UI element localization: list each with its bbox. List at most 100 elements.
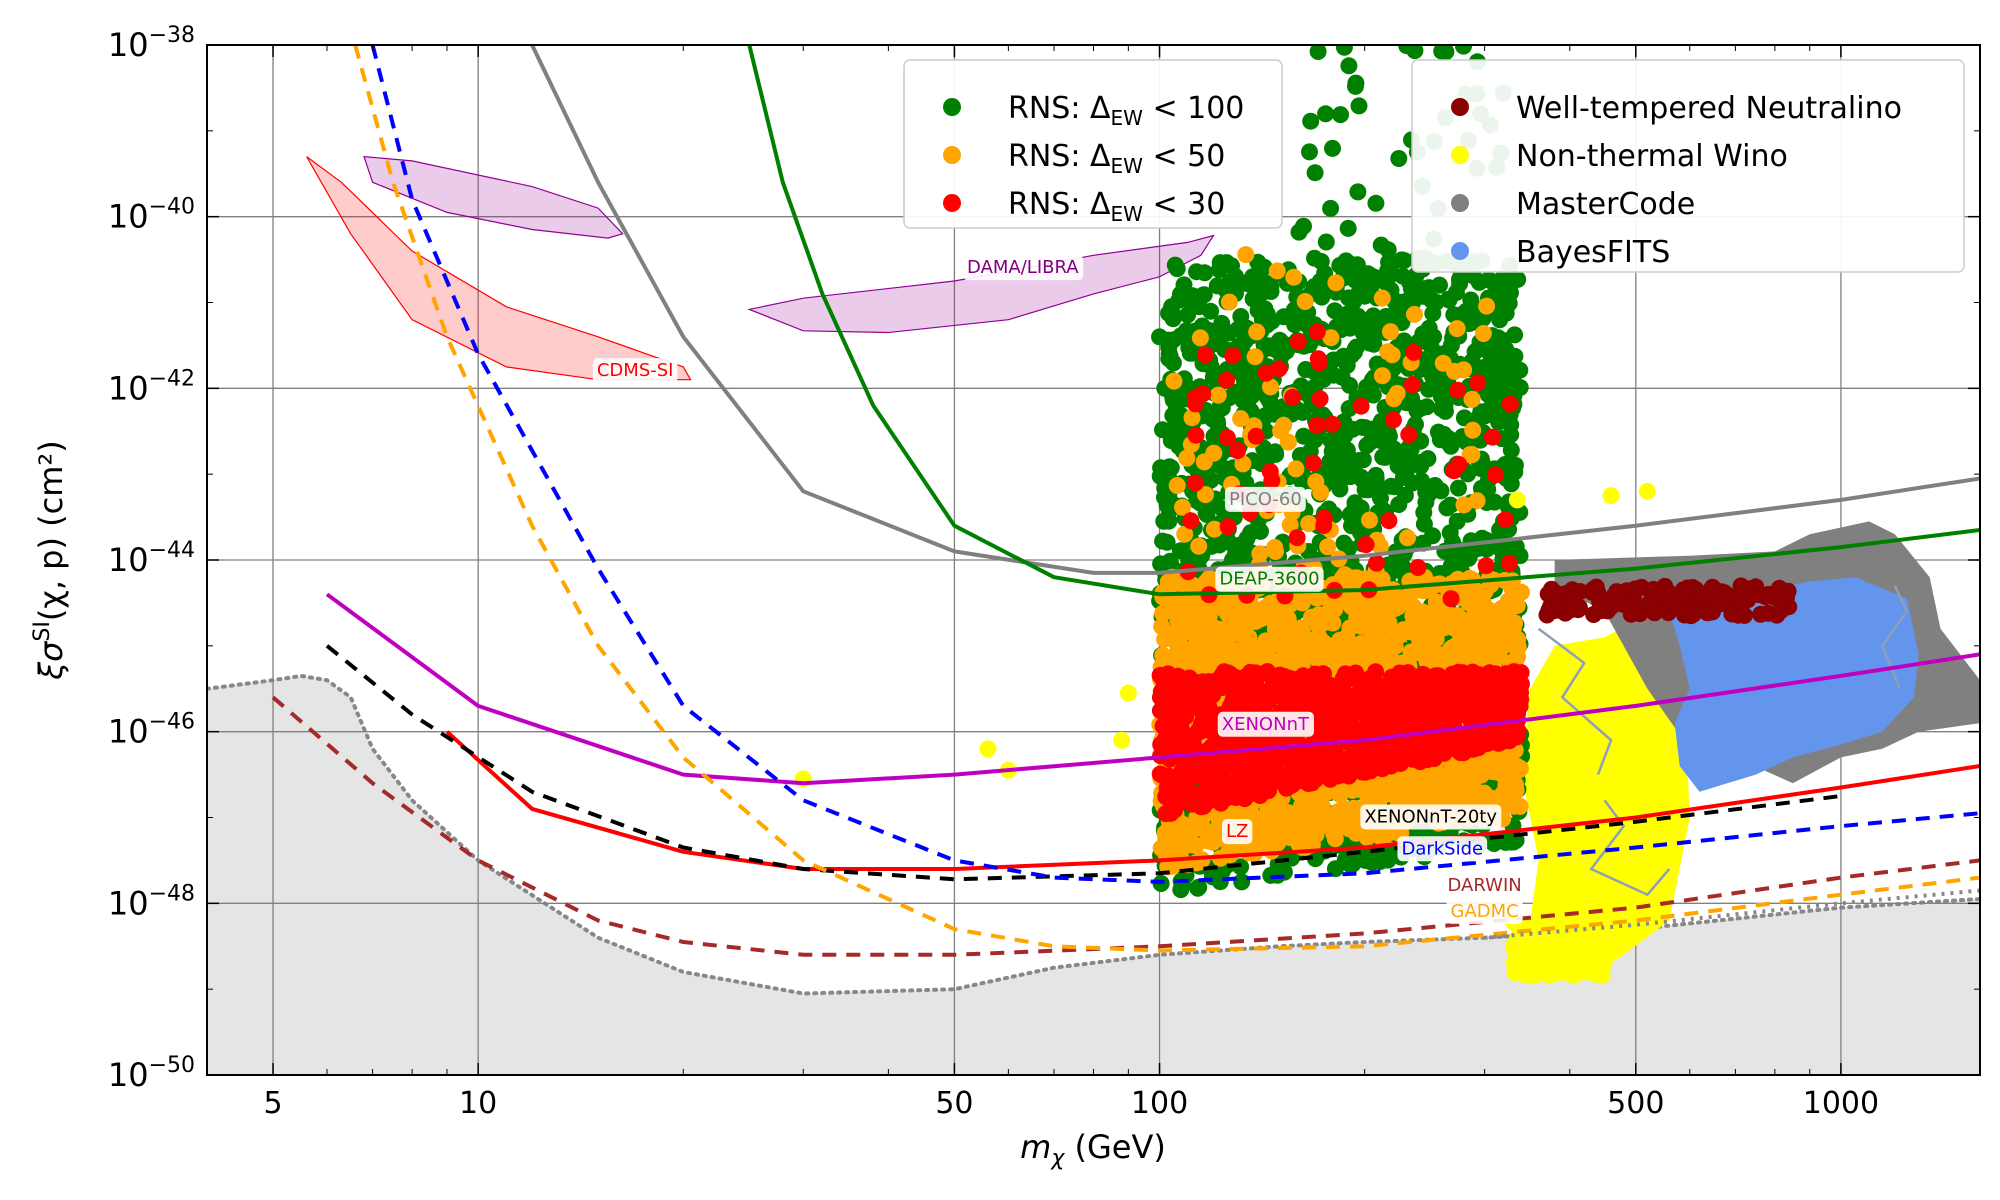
y-tick-label: 10−40 xyxy=(108,195,195,236)
scatter-point xyxy=(1625,582,1643,600)
scatter-point xyxy=(1370,852,1388,870)
scatter-point xyxy=(1558,934,1576,951)
scatter-point xyxy=(1285,268,1303,286)
scatter-point xyxy=(1381,675,1399,693)
scatter-point xyxy=(1186,474,1204,492)
scatter-point xyxy=(1296,293,1314,310)
scatter-point xyxy=(1335,45,1353,56)
scatter-point xyxy=(1542,947,1560,965)
scatter-point xyxy=(1380,512,1398,530)
scatter-point xyxy=(1384,411,1402,429)
scatter-point xyxy=(1374,448,1392,466)
scatter-point xyxy=(1357,536,1375,554)
scatter-point xyxy=(1195,453,1213,471)
scatter-point xyxy=(1412,618,1430,636)
scatter-point xyxy=(1316,634,1333,652)
y-axis-label: ξσSI(χ, p) (cm²) xyxy=(30,440,70,680)
scatter-point xyxy=(1491,540,1509,558)
scatter-point xyxy=(1423,291,1440,309)
scatter-point xyxy=(1399,529,1416,547)
scatter-point xyxy=(1494,279,1512,297)
scatter-point xyxy=(1409,559,1427,576)
scatter-point xyxy=(1433,646,1451,664)
scatter-point xyxy=(1278,779,1296,797)
darkside-label: DarkSide xyxy=(1401,838,1483,859)
scatter-point xyxy=(1367,640,1385,658)
scatter-point xyxy=(1156,630,1174,648)
scatter-point xyxy=(1268,262,1286,280)
scatter-point xyxy=(1316,264,1334,282)
scatter-point xyxy=(1279,433,1297,451)
scatter-point xyxy=(1434,354,1452,372)
scatter-point xyxy=(1424,527,1442,545)
scatter-point xyxy=(1159,767,1177,785)
legend-entry-label: BayesFITS xyxy=(1516,235,1670,270)
scatter-point xyxy=(1400,439,1418,457)
scatter-point xyxy=(1478,297,1496,315)
scatter-point xyxy=(1478,403,1496,421)
scatter-point xyxy=(1241,648,1259,665)
scatter-point xyxy=(1480,719,1498,736)
xenonnt-20ty-label: XENONnT-20ty xyxy=(1364,807,1497,828)
scatter-point xyxy=(1450,456,1468,473)
scatter-point xyxy=(1464,421,1482,439)
scatter-point xyxy=(1304,671,1322,689)
scatter-point xyxy=(1308,323,1326,341)
scatter-point xyxy=(1315,517,1333,534)
scatter-point xyxy=(1415,504,1433,521)
scatter-point xyxy=(1196,346,1214,364)
scatter-point xyxy=(1295,217,1312,235)
scatter-point xyxy=(1190,537,1208,555)
scatter-point xyxy=(1202,471,1220,489)
scatter-point xyxy=(1399,738,1417,756)
scatter-point xyxy=(1446,780,1464,797)
scatter-point xyxy=(1652,589,1670,607)
scatter-point xyxy=(1387,292,1405,310)
scatter-point xyxy=(1260,782,1278,799)
x-tick-label: 50 xyxy=(935,1086,973,1121)
scatter-point xyxy=(1325,366,1342,384)
scatter-point xyxy=(1218,429,1236,447)
scatter-point xyxy=(1388,384,1406,402)
scatter-point xyxy=(1423,367,1441,385)
y-tick-label: 10−48 xyxy=(108,881,195,922)
scatter-point xyxy=(1294,403,1312,421)
scatter-point xyxy=(1584,580,1602,598)
scatter-point xyxy=(1258,450,1276,468)
scatter-point xyxy=(1301,143,1318,161)
scatter-point xyxy=(1220,293,1238,311)
scatter-point xyxy=(1152,459,1170,477)
scatter-point xyxy=(1455,496,1473,514)
deap-3600-label: DEAP-3600 xyxy=(1219,569,1319,590)
xenonnt-label: XENONnT xyxy=(1222,714,1310,735)
x-tick-label: 10 xyxy=(459,1086,497,1121)
scatter-point xyxy=(1224,781,1242,799)
scatter-point xyxy=(1421,691,1439,709)
legend-marker xyxy=(1451,194,1469,212)
scatter-point xyxy=(1241,785,1259,803)
scatter-point xyxy=(1300,646,1318,664)
scatter-point xyxy=(1373,367,1391,385)
y-tick-label: 10−46 xyxy=(108,710,195,751)
scatter-point xyxy=(1507,538,1525,556)
scatter-point xyxy=(1306,249,1323,267)
scatter-point xyxy=(1321,453,1339,471)
scatter-point xyxy=(1432,482,1450,500)
scatter-point xyxy=(1328,651,1346,669)
scatter-point xyxy=(1638,482,1656,500)
scatter-point xyxy=(1324,614,1342,632)
scatter-point xyxy=(1194,286,1212,304)
x-tick-label: 100 xyxy=(1131,1086,1188,1121)
scatter-point xyxy=(1352,397,1370,415)
scatter-point xyxy=(1752,605,1770,623)
scatter-point xyxy=(1165,372,1183,390)
scatter-point xyxy=(1352,499,1370,517)
scatter-point xyxy=(1449,381,1467,399)
scatter-point xyxy=(1180,781,1198,799)
scatter-point xyxy=(1359,603,1377,621)
scatter-point xyxy=(1168,260,1186,278)
scatter-point xyxy=(1497,511,1514,529)
scatter-point xyxy=(1567,598,1585,616)
